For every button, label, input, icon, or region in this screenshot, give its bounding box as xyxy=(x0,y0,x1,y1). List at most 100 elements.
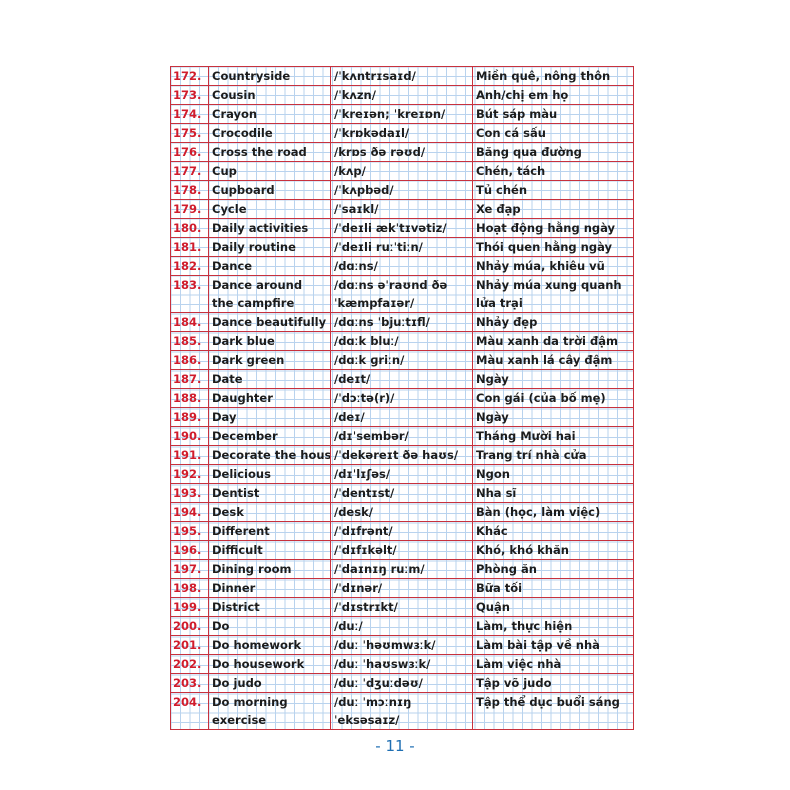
entry-number: 191. xyxy=(170,445,209,465)
entry-word: Daily activities xyxy=(208,218,331,238)
entry-meaning: Làm bài tập về nhà xyxy=(472,635,634,655)
entry-pronunciation: /ˈsaɪkl/ xyxy=(330,199,473,219)
entry-pronunciation: /dɪˈsembər/ xyxy=(330,426,473,446)
entry-word: Different xyxy=(208,521,331,541)
entry-meaning: Miền quê, nông thôn xyxy=(472,66,634,86)
entry-number: 200. xyxy=(170,616,209,636)
entry-meaning: Ngày xyxy=(472,407,634,427)
entry-word: Dining room xyxy=(208,559,331,579)
table-row: 188. Daughter/ˈdɔːtə(r)/Con gái (của bố m… xyxy=(170,388,634,408)
entry-number: 188. xyxy=(170,388,209,408)
entry-pronunciation: /duː ˈhəʊmwɜːk/ xyxy=(330,635,473,655)
entry-word: Dentist xyxy=(208,483,331,503)
entry-pronunciation: /ˈkrɒkədaɪl/ xyxy=(330,123,473,143)
entry-meaning: Băng qua đường xyxy=(472,142,634,162)
entry-meaning: Nhảy múa, khiêu vũ xyxy=(472,256,634,276)
entry-pronunciation: /duː ˈmɔːnɪŋ ˈeksəsaɪz/ xyxy=(330,692,473,730)
entry-pronunciation: /duː ˈdʒuːdəʊ/ xyxy=(330,673,473,693)
entry-number: 196. xyxy=(170,540,209,560)
entry-pronunciation: /ˈkʌntrɪsaɪd/ xyxy=(330,66,473,86)
entry-number: 172. xyxy=(170,66,209,86)
entry-number: 202. xyxy=(170,654,209,674)
entry-number: 198. xyxy=(170,578,209,598)
entry-number: 179. xyxy=(170,199,209,219)
entry-word: Dark blue xyxy=(208,331,331,351)
entry-meaning: Chén, tách xyxy=(472,161,634,181)
entry-number: 195. xyxy=(170,521,209,541)
entry-word: Difficult xyxy=(208,540,331,560)
entry-meaning: Bút sáp màu xyxy=(472,104,634,124)
entry-number: 183. xyxy=(170,275,209,313)
table-row: 176. Cross the road/krɒs ðə rəʊd/Băng qua… xyxy=(170,142,634,162)
entry-pronunciation: /ˈdɔːtə(r)/ xyxy=(330,388,473,408)
entry-pronunciation: /duː/ xyxy=(330,616,473,636)
table-row: 178. Cupboard/ˈkʌpbəd/Tủ chén xyxy=(170,180,634,200)
entry-word: Date xyxy=(208,369,331,389)
table-row: 193. Dentist/ˈdentɪst/Nha sĩ xyxy=(170,483,634,503)
entry-number: 186. xyxy=(170,350,209,370)
entry-word: Daily routine xyxy=(208,237,331,257)
table-row: 198. Dinner/ˈdɪnər/Bữa tối xyxy=(170,578,634,598)
entry-word: December xyxy=(208,426,331,446)
entry-meaning: Nha sĩ xyxy=(472,483,634,503)
entry-meaning: Màu xanh lá cây đậm xyxy=(472,350,634,370)
entry-word: Crayon xyxy=(208,104,331,124)
entry-pronunciation: /ˈdɪfrənt/ xyxy=(330,521,473,541)
entry-number: 181. xyxy=(170,237,209,257)
entry-meaning: Tháng Mười hai xyxy=(472,426,634,446)
entry-pronunciation: /dɑːk bluː/ xyxy=(330,331,473,351)
entry-pronunciation: /deɪ/ xyxy=(330,407,473,427)
entry-pronunciation: /deɪt/ xyxy=(330,369,473,389)
entry-meaning: Ngày xyxy=(472,369,634,389)
entry-word: District xyxy=(208,597,331,617)
entry-word: Desk xyxy=(208,502,331,522)
entry-meaning: Trang trí nhà cửa xyxy=(472,445,634,465)
entry-word: Dance beautifully xyxy=(208,312,331,332)
entry-pronunciation: /ˈdaɪnɪŋ ruːm/ xyxy=(330,559,473,579)
table-row: 172. Countryside/ˈkʌntrɪsaɪd/Miền quê, nô… xyxy=(170,66,634,86)
entry-word: Dance around the campfire xyxy=(208,275,331,313)
entry-number: 185. xyxy=(170,331,209,351)
entry-meaning: Hoạt động hằng ngày xyxy=(472,218,634,238)
entry-meaning: Con cá sấu xyxy=(472,123,634,143)
page-number: - 11 - xyxy=(375,737,415,755)
entry-pronunciation: /duː ˈhaʊswɜːk/ xyxy=(330,654,473,674)
entry-word: Dance xyxy=(208,256,331,276)
entry-word: Decorate the house xyxy=(208,445,331,465)
entry-pronunciation: /dɪˈlɪʃəs/ xyxy=(330,464,473,484)
entry-number: 190. xyxy=(170,426,209,446)
entry-pronunciation: /dɑːns ˈbjuːtɪfl/ xyxy=(330,312,473,332)
entry-meaning: Ngon xyxy=(472,464,634,484)
entry-number: 180. xyxy=(170,218,209,238)
entry-word: Do homework xyxy=(208,635,331,655)
entry-number: 182. xyxy=(170,256,209,276)
table-row: 189. Day/deɪ/Ngày xyxy=(170,407,634,427)
entry-number: 201. xyxy=(170,635,209,655)
entry-number: 197. xyxy=(170,559,209,579)
table-row: 190. December/dɪˈsembər/Tháng Mười hai xyxy=(170,426,634,446)
vocabulary-table: 172. Countryside/ˈkʌntrɪsaɪd/Miền quê, nô… xyxy=(170,66,634,730)
entry-number: 193. xyxy=(170,483,209,503)
entry-word: Delicious xyxy=(208,464,331,484)
entry-pronunciation: /kʌp/ xyxy=(330,161,473,181)
entry-pronunciation: /dɑːk ɡriːn/ xyxy=(330,350,473,370)
entry-meaning: Phòng ăn xyxy=(472,559,634,579)
entry-number: 173. xyxy=(170,85,209,105)
entry-pronunciation: /krɒs ðə rəʊd/ xyxy=(330,142,473,162)
entry-number: 204. xyxy=(170,692,209,730)
entry-meaning: Bàn (học, làm việc) xyxy=(472,502,634,522)
entry-number: 175. xyxy=(170,123,209,143)
entry-number: 187. xyxy=(170,369,209,389)
table-row: 182. Dance/dɑːns/Nhảy múa, khiêu vũ xyxy=(170,256,634,276)
table-row: 186. Dark green/dɑːk ɡriːn/Màu xanh lá câ… xyxy=(170,350,634,370)
entry-number: 189. xyxy=(170,407,209,427)
entry-pronunciation: /dɑːns əˈraʊnd ðə ˈkæmpfaɪər/ xyxy=(330,275,473,313)
table-row: 194. Desk/desk/Bàn (học, làm việc) xyxy=(170,502,634,522)
table-row: 181. Daily routine/ˈdeɪli ruːˈtiːn/Thói q… xyxy=(170,237,634,257)
entry-number: 184. xyxy=(170,312,209,332)
table-row: 180. Daily activities/ˈdeɪli ækˈtɪvətiz/H… xyxy=(170,218,634,238)
entry-pronunciation: /ˈkʌpbəd/ xyxy=(330,180,473,200)
entry-pronunciation: /ˈdɪnər/ xyxy=(330,578,473,598)
entry-meaning: Anh/chị em họ xyxy=(472,85,634,105)
entry-pronunciation: /ˈdɪstrɪkt/ xyxy=(330,597,473,617)
